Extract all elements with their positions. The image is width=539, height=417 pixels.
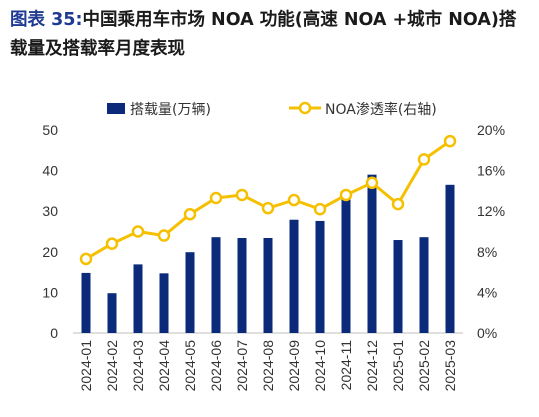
bar-2024-07	[237, 237, 247, 333]
x-tick-label: 2025-03	[442, 340, 458, 392]
x-tick-label: 2024-10	[312, 340, 328, 392]
bar-2025-03	[445, 184, 455, 333]
bar-2024-11	[341, 199, 351, 333]
x-tick-label: 2024-08	[260, 340, 276, 392]
title-text: 中国乘用车市场 NOA 功能(高速 NOA +城市 NOA)搭载量及搭载率月度表…	[10, 10, 517, 59]
y-right-tick-label: 0%	[477, 325, 497, 341]
y-left-tick-label: 10	[42, 284, 58, 300]
line-point-2024-09	[287, 193, 301, 207]
line-point-2025-02	[417, 153, 431, 166]
x-tick-label: 2024-12	[364, 340, 380, 392]
bar-2024-05	[185, 252, 195, 333]
line-point-2024-05	[183, 207, 197, 221]
legend-line-label: NOA渗透率(右轴)	[325, 101, 437, 118]
y-right-tick-label: 12%	[477, 203, 505, 219]
line-point-2025-03	[443, 134, 457, 148]
x-tick-label: 2024-01	[78, 340, 94, 392]
line-point-2024-08	[261, 201, 275, 215]
x-tick-label: 2024-07	[234, 340, 250, 392]
bar-2024-08	[263, 237, 273, 333]
y-right-tick-label: 16%	[477, 163, 505, 179]
x-tick-label: 2025-01	[390, 340, 406, 392]
line-point-2024-04	[157, 229, 171, 242]
bar-2024-06	[211, 237, 221, 333]
y-left-tick-label: 30	[42, 203, 58, 219]
bar-2024-04	[159, 273, 169, 333]
x-tick-label: 2024-02	[104, 340, 120, 392]
y-left-tick-label: 20	[42, 244, 58, 260]
y-left-tick-label: 40	[42, 163, 58, 179]
bar-2024-12	[367, 174, 377, 333]
x-tick-label: 2024-03	[130, 340, 146, 392]
legend-bar-swatch	[107, 103, 125, 114]
y-left-tick-label: 0	[50, 325, 58, 341]
bar-2025-02	[419, 237, 429, 333]
x-tick-label: 2024-04	[156, 340, 172, 392]
bar-2024-03	[133, 264, 143, 333]
line-point-2024-10	[313, 202, 327, 216]
bar-2024-01	[81, 272, 91, 333]
figure-label: 图表 35:	[10, 10, 83, 30]
bar-2024-10	[315, 220, 325, 333]
x-tick-label: 2024-06	[208, 340, 224, 392]
line-point-2024-01	[79, 252, 93, 266]
chart-title: 图表 35:中国乘用车市场 NOA 功能(高速 NOA +城市 NOA)搭载量及…	[10, 6, 530, 64]
y-right-tick-label: 20%	[477, 122, 505, 138]
line-point-2024-12	[365, 176, 379, 190]
y-right-tick-label: 8%	[477, 244, 497, 260]
legend-bar-label: 搭载量(万辆)	[130, 102, 211, 118]
y-right-tick-label: 4%	[477, 284, 497, 300]
y-left-tick-label: 50	[42, 122, 58, 138]
line-point-2024-11	[339, 188, 353, 202]
bar-2024-02	[107, 293, 117, 333]
bar-2025-01	[393, 240, 403, 333]
x-tick-label: 2024-11	[338, 340, 354, 391]
line-point-2024-06	[209, 191, 223, 205]
line-point-2024-07	[235, 188, 249, 202]
x-tick-label: 2024-05	[182, 340, 198, 392]
legend-line-marker	[298, 101, 312, 115]
x-tick-label: 2025-02	[416, 340, 432, 392]
x-tick-label: 2024-09	[286, 340, 302, 392]
line-point-2024-02	[105, 237, 119, 250]
bar-2024-09	[289, 219, 299, 333]
line-point-2025-01	[391, 197, 405, 211]
line-point-2024-03	[131, 225, 145, 238]
